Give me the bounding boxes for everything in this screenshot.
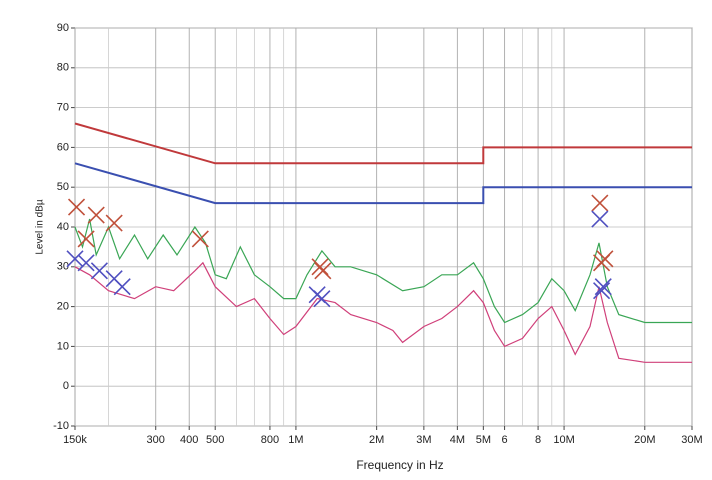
x-tick-label: 1M: [288, 434, 303, 446]
y-tick-label: 60: [57, 141, 69, 153]
y-tick-label: 90: [57, 22, 69, 34]
marker: [77, 230, 95, 248]
x-tick-label: 400: [180, 434, 198, 446]
marker: [594, 278, 612, 296]
marker: [77, 254, 95, 272]
marker: [191, 230, 209, 248]
x-tick-label: 300: [147, 434, 165, 446]
marker: [593, 282, 611, 300]
x-tick-label: 5M: [476, 434, 491, 446]
y-tick-label: 80: [57, 62, 69, 74]
marker: [105, 214, 123, 232]
marker: [87, 206, 105, 224]
marker: [90, 262, 108, 280]
y-tick-label: -10: [53, 420, 69, 432]
y-tick-label: 40: [57, 221, 69, 233]
x-tick-label: 3M: [416, 434, 431, 446]
x-tick-label: 2M: [369, 434, 384, 446]
series-line: [74, 122, 692, 165]
x-tick-label: 8: [535, 434, 541, 446]
y-tick-label: 0: [63, 380, 69, 392]
marker: [596, 250, 614, 268]
x-tick-label: 6: [502, 434, 508, 446]
marker: [113, 278, 131, 296]
marker: [313, 290, 331, 308]
y-axis-label: Level in dBµ: [35, 199, 46, 254]
x-tick-label: 20M: [634, 434, 655, 446]
marker: [67, 198, 86, 216]
series-line: [74, 162, 692, 205]
marker: [311, 258, 329, 276]
y-tick-label: 50: [57, 181, 69, 193]
marker: [314, 262, 332, 280]
y-tick-label: 10: [57, 340, 69, 352]
x-tick-label: 10M: [553, 434, 574, 446]
x-axis-label: Frequency in Hz: [356, 458, 443, 472]
y-tick-label: 70: [57, 102, 69, 114]
x-tick-label: 30M: [681, 434, 702, 446]
series-line: [74, 261, 692, 363]
marker: [591, 210, 609, 228]
marker: [591, 194, 609, 212]
x-tick-label: 150k: [63, 434, 87, 446]
y-tick-label: 20: [57, 301, 69, 313]
x-tick-label: 800: [261, 434, 279, 446]
series-line: [74, 218, 692, 324]
x-tick-label: 500: [206, 434, 224, 446]
y-tick-label: 30: [57, 261, 69, 273]
x-tick-label: 4M: [450, 434, 465, 446]
marker: [66, 250, 84, 268]
